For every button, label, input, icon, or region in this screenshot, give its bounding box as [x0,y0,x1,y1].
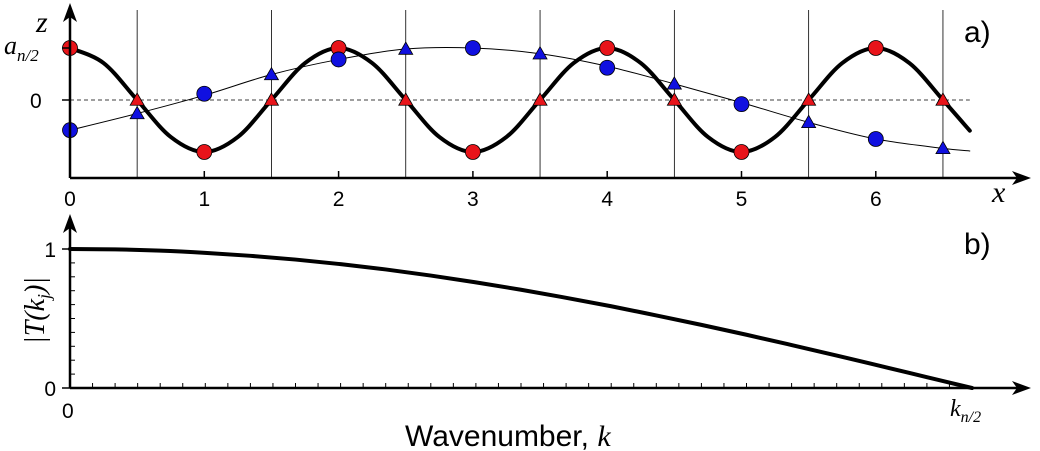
red-circle-marker [196,144,213,160]
blue-triangle-marker [666,76,683,90]
transfer-function-line [68,247,974,390]
a-x-tick-label: 1 [198,188,210,211]
panel-label-b: b) [964,228,991,261]
a-y-axis-label: z [35,6,48,39]
a-x-tick-label: 4 [601,188,613,211]
a-x-axis-arrow [1012,171,1031,185]
a-x-axis-label: x [991,176,1006,209]
blue-triangle-marker [129,105,145,120]
a-x-ticks: 0 1 2 3 4 5 6 [64,171,882,211]
nyquist-curve [68,45,972,155]
blue-circle-marker [464,40,481,56]
ylabel-left: |T(k [20,298,51,344]
blue-triangle-marker [935,140,951,155]
red-circle-marker [733,144,750,160]
a-y-tick-label-zero: 0 [30,90,42,113]
b-y-tick-label: 0 [44,378,56,401]
b-x-tick-end: kn/2 [950,396,981,426]
blue-circle-marker [330,51,347,68]
blue-triangle-marker [263,66,280,81]
a-x-tick-label: 3 [467,188,479,211]
blue-circle-marker [599,59,616,76]
red-triangle-marker [666,92,683,106]
panel-b: 01 0 kn/2 Wavenumber, k |T(kj)| b) [20,214,1031,451]
red-triangle-marker [935,92,951,106]
red-triangle-marker [129,92,145,106]
blue-circle-marker [867,131,884,147]
panel-label-a: a) [964,16,991,49]
b-y-ticks: 01 [44,239,75,401]
kend-base: k [950,396,961,422]
amp-sub: n/2 [17,46,39,65]
b-y-axis-arrow [63,214,77,233]
ylabel-right: )| [20,277,51,296]
a-y-axis-arrow [63,3,77,22]
blue-circle-marker [196,85,213,102]
b-y-tick-label: 1 [44,239,56,262]
red-triangle-marker [532,92,548,106]
a-x-tick-label: 5 [736,188,748,211]
blue-triangle-marker [398,41,414,55]
xlabel-var: k [597,420,611,451]
red-circle-marker [599,40,616,56]
red-circle-marker [464,144,481,160]
blue-circle-marker [733,96,750,113]
a-y-ticks [62,47,70,101]
ylabel-sub: j [34,294,54,301]
a-x-tick-label: 6 [870,188,882,211]
transfer-curve [68,247,974,390]
blue-triangle-marker [800,114,817,129]
amp-base: a [4,31,17,60]
a-x-tick-label: 0 [64,188,76,211]
red-triangle-marker [398,92,414,106]
b-y-axis-label: |T(kj)| [20,277,54,344]
blue-triangle-marker [532,45,548,60]
b-x-axis-label: Wavenumber, k [405,420,611,451]
xlabel-text: Wavenumber, [405,420,597,451]
b-x-tick-zero: 0 [62,400,74,423]
panel-a: 0 1 2 3 4 5 6 x z 0 an/2 a) [4,3,1031,211]
red-triangle-marker [263,92,280,106]
a-x-tick-label: 2 [333,188,345,211]
kend-sub: n/2 [961,409,981,426]
a-y-tick-label-amplitude: an/2 [4,31,39,65]
red-triangle-marker [800,92,817,106]
red-circle-marker [867,40,884,56]
b-minor-ticks [92,383,950,388]
b-x-axis-arrow [1012,381,1031,395]
